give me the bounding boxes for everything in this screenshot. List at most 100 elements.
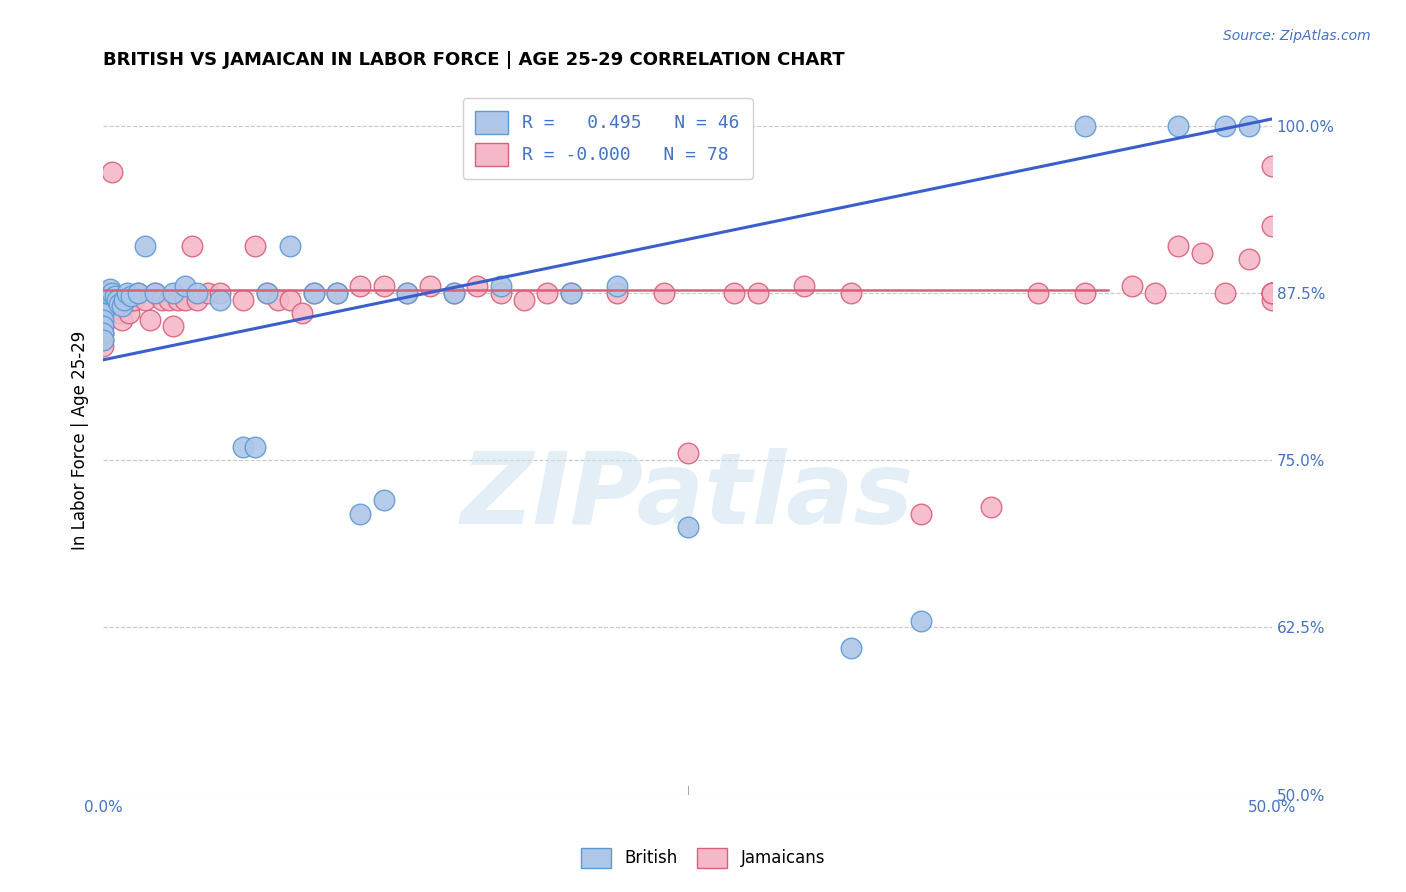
Point (278, 293, 301, 307)
Point (243, 440, 266, 454)
Point (443, 285, 465, 300)
Point (91, 326, 114, 340)
Point (111, 312, 134, 326)
Point (134, 293, 156, 307)
Point (157, 293, 180, 307)
Point (118, 306, 141, 320)
Point (134, 239, 156, 253)
Point (443, 285, 465, 300)
Point (98, 293, 121, 307)
Point (98, 282, 121, 296)
Point (208, 285, 231, 300)
Point (91, 285, 114, 300)
Point (105, 293, 128, 307)
Point (1261, 285, 1284, 300)
Point (120, 293, 142, 307)
Point (747, 285, 769, 300)
Point (112, 293, 135, 307)
Legend: R =   0.495   N = 46, R = -0.000   N = 78: R = 0.495 N = 46, R = -0.000 N = 78 (463, 98, 752, 178)
Point (208, 293, 231, 307)
Point (1261, 285, 1284, 300)
Point (243, 239, 266, 253)
Point (980, 500, 1002, 514)
Point (91, 306, 114, 320)
Point (143, 285, 166, 300)
Point (1237, 252, 1260, 267)
Point (162, 285, 184, 300)
Point (91, 319, 114, 334)
Point (536, 285, 558, 300)
Point (94, 285, 117, 300)
Point (115, 285, 138, 300)
Point (115, 293, 138, 307)
Point (1261, 293, 1284, 307)
Point (186, 293, 208, 307)
Point (91, 285, 114, 300)
Point (91, 299, 114, 313)
Point (91, 293, 114, 307)
Point (489, 285, 512, 300)
Point (120, 288, 142, 302)
Point (793, 279, 815, 293)
Point (606, 279, 628, 293)
Point (839, 640, 862, 655)
Point (267, 293, 290, 307)
Text: BRITISH VS JAMAICAN IN LABOR FORCE | AGE 25-29 CORRELATION CHART: BRITISH VS JAMAICAN IN LABOR FORCE | AGE… (103, 51, 845, 69)
Point (232, 440, 254, 454)
Point (395, 285, 418, 300)
Point (1074, 119, 1097, 133)
Point (1167, 239, 1189, 253)
Point (513, 293, 536, 307)
Point (560, 285, 582, 300)
Point (302, 285, 325, 300)
Point (373, 279, 395, 293)
Point (560, 285, 582, 300)
Point (256, 285, 278, 300)
Point (127, 285, 149, 300)
Point (104, 293, 127, 307)
Legend: British, Jamaicans: British, Jamaicans (574, 841, 832, 875)
Point (349, 279, 371, 293)
Point (143, 285, 166, 300)
Point (91, 326, 114, 340)
Point (97, 285, 120, 300)
Point (839, 285, 862, 300)
Point (91, 312, 114, 326)
Point (1261, 219, 1284, 233)
Point (127, 285, 149, 300)
Point (489, 279, 512, 293)
Point (291, 306, 314, 320)
Point (326, 285, 349, 300)
Point (101, 285, 124, 300)
Point (1121, 279, 1143, 293)
Point (326, 285, 349, 300)
Point (1143, 285, 1166, 300)
Point (1237, 119, 1260, 133)
Point (1261, 285, 1284, 300)
Point (150, 293, 173, 307)
Point (97, 285, 120, 300)
Point (91, 333, 114, 347)
Point (91, 293, 114, 307)
Point (197, 285, 219, 300)
Point (108, 306, 131, 320)
Point (181, 239, 204, 253)
Point (232, 293, 254, 307)
Point (91, 319, 114, 334)
Point (373, 493, 395, 508)
Point (91, 339, 114, 353)
Point (1261, 159, 1284, 173)
Point (395, 285, 418, 300)
Point (1261, 285, 1284, 300)
Text: Source: ZipAtlas.com: Source: ZipAtlas.com (1223, 29, 1371, 43)
Point (162, 319, 184, 334)
Point (1074, 285, 1097, 300)
Point (652, 285, 675, 300)
Point (91, 306, 114, 320)
Point (91, 299, 114, 313)
Point (910, 507, 932, 521)
Point (1167, 119, 1189, 133)
Point (167, 293, 190, 307)
Point (104, 288, 127, 302)
Point (910, 614, 932, 628)
